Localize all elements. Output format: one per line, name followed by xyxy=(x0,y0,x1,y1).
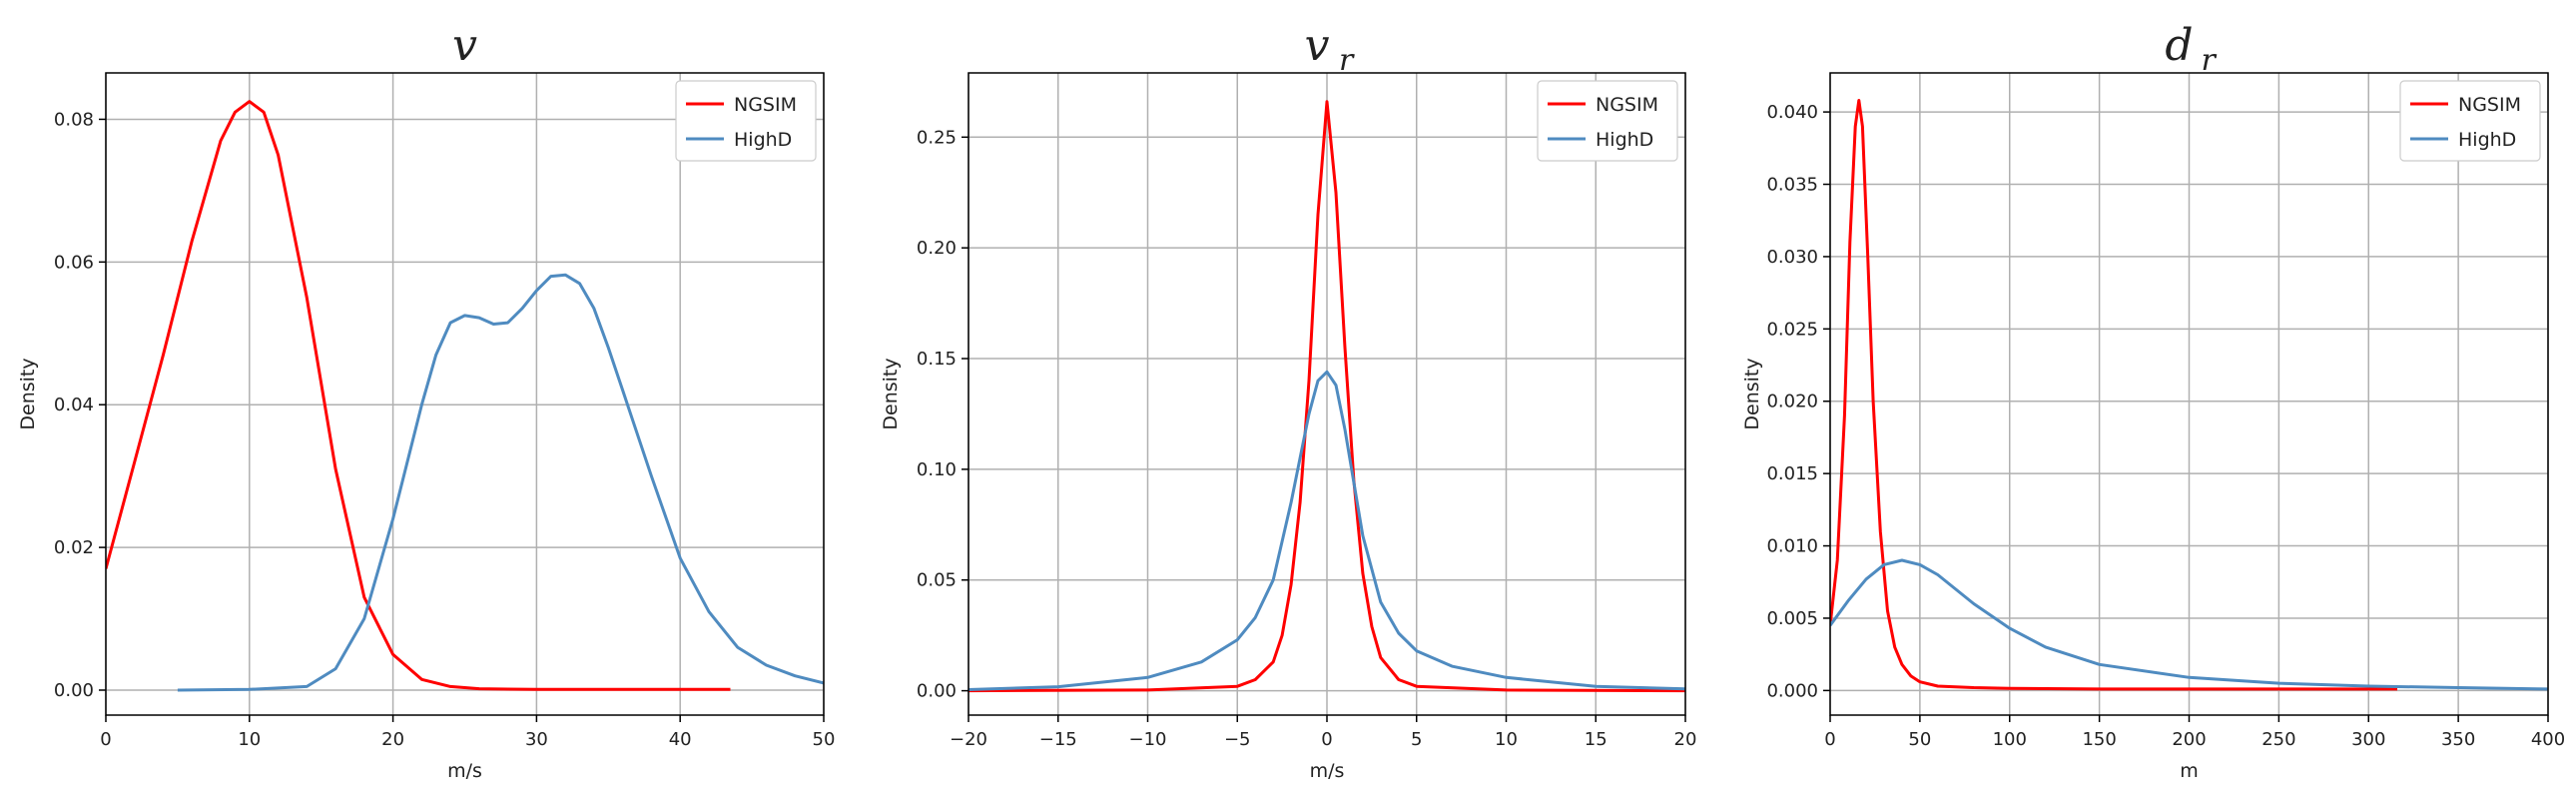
x-tick-label: 50 xyxy=(1908,729,1931,750)
y-tick-label: 0.15 xyxy=(917,349,957,370)
y-tick-label: 0.000 xyxy=(1766,680,1818,701)
x-tick-label: 5 xyxy=(1411,729,1422,750)
legend-box xyxy=(2399,80,2541,162)
y-tick-label: 0.035 xyxy=(1766,175,1818,196)
legend: NGSIM HighD xyxy=(675,80,817,162)
y-tick-label: 0.00 xyxy=(917,681,957,702)
y-tick-label: 0.025 xyxy=(1766,319,1818,340)
y-tick-label: 0.00 xyxy=(54,680,94,701)
y-tick-label: 0.010 xyxy=(1766,536,1818,557)
series-line-highd xyxy=(177,273,824,692)
y-tick-label: 0.20 xyxy=(917,238,957,259)
x-tick-label: 0 xyxy=(100,729,111,750)
legend-label-ngsim: NGSIM xyxy=(734,94,797,116)
y-tick-label: 0.25 xyxy=(917,127,957,148)
y-tick-label: 0.05 xyxy=(917,570,957,591)
x-axis-label: m xyxy=(2180,760,2199,782)
x-tick-label: 10 xyxy=(1495,729,1518,750)
legend-label-ngsim: NGSIM xyxy=(2458,94,2521,116)
y-tick-label: 0.02 xyxy=(54,537,94,558)
x-tick-label: 300 xyxy=(2351,729,2385,750)
y-tick-label: 0.005 xyxy=(1766,608,1818,629)
x-tick-label: 150 xyxy=(2082,729,2116,750)
legend-box xyxy=(675,80,817,162)
legend-label-highd: HighD xyxy=(1596,129,1653,151)
y-tick-label: 0.08 xyxy=(54,109,94,130)
legend: NGSIM HighD xyxy=(2399,80,2541,162)
axes-frame xyxy=(105,72,825,716)
x-tick-label: 0 xyxy=(1321,729,1332,750)
y-tick-label: 0.030 xyxy=(1766,247,1818,268)
chart-title: v xyxy=(452,20,477,71)
series-line-ngsim xyxy=(1830,99,2397,691)
series-line-ngsim xyxy=(106,100,731,691)
legend-label-highd: HighD xyxy=(734,129,792,151)
x-tick-label: 0 xyxy=(1824,729,1835,750)
x-tick-label: 50 xyxy=(813,729,836,750)
y-tick-label: 0.04 xyxy=(54,395,94,415)
x-axis-label: m/s xyxy=(1310,760,1345,782)
legend-box xyxy=(1537,80,1678,162)
x-tick-label: 250 xyxy=(2261,729,2295,750)
y-tick-label: 0.10 xyxy=(917,459,957,480)
chart-panel-1: 0 10 20 30 40 50 0.00 0.02 0.04 0.06 0.08 m/s Densit… xyxy=(17,20,835,782)
chart-title: v xyxy=(1305,20,1330,71)
x-tick-label: 30 xyxy=(525,729,548,750)
chart-panel-3: 0 50 100 150 200 250 300 350 400 0.000 0.005 0.010 0… xyxy=(1741,20,2565,782)
y-tick-label: 0.015 xyxy=(1766,463,1818,484)
x-tick-label: −20 xyxy=(950,729,987,750)
chart-title-subscript: r xyxy=(2202,43,2218,78)
y-tick-label: 0.020 xyxy=(1766,392,1818,412)
y-tick-label: 0.040 xyxy=(1766,102,1818,123)
x-tick-label: −10 xyxy=(1129,729,1167,750)
x-tick-label: 15 xyxy=(1585,729,1608,750)
x-tick-label: 20 xyxy=(1674,729,1697,750)
legend: NGSIM HighD xyxy=(1537,80,1678,162)
chart-panel-2: −20 −15 −10 −5 0 5 10 15 20 0.00 0.05 0.10 0.15 0.20 0… xyxy=(880,20,1696,782)
y-axis-label: Density xyxy=(17,358,39,429)
y-axis-label: Density xyxy=(880,358,902,429)
x-tick-label: 350 xyxy=(2441,729,2475,750)
x-tick-label: 40 xyxy=(669,729,692,750)
chart-title-subscript: r xyxy=(1339,43,1355,78)
legend-label-highd: HighD xyxy=(2458,129,2516,151)
x-tick-label: 10 xyxy=(238,729,261,750)
x-tick-label: 100 xyxy=(1993,729,2027,750)
series-line-highd xyxy=(968,370,1685,691)
y-tick-label: 0.06 xyxy=(54,252,94,273)
x-axis-label: m/s xyxy=(447,760,482,782)
chart-title: d xyxy=(2165,20,2193,71)
x-tick-label: −5 xyxy=(1224,729,1251,750)
x-tick-label: 400 xyxy=(2531,729,2565,750)
series-line-highd xyxy=(1830,558,2548,691)
legend-label-ngsim: NGSIM xyxy=(1596,94,1658,116)
y-axis-label: Density xyxy=(1741,358,1763,429)
x-tick-label: 200 xyxy=(2172,729,2206,750)
x-tick-label: 20 xyxy=(381,729,404,750)
series-line-ngsim xyxy=(968,100,1685,693)
x-tick-label: −15 xyxy=(1039,729,1077,750)
